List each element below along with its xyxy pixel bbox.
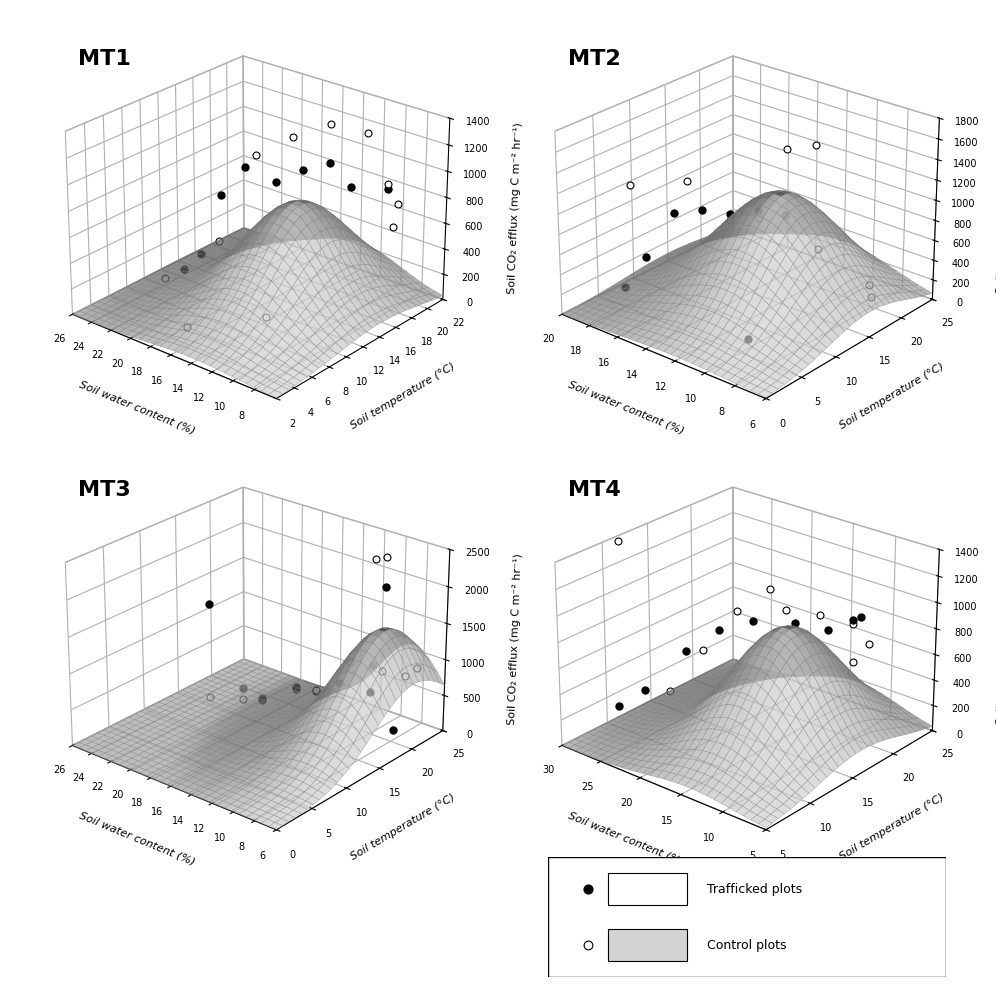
X-axis label: Soil water content (%): Soil water content (%) [78, 811, 196, 867]
Y-axis label: Soil temperature (°C): Soil temperature (°C) [839, 793, 946, 862]
Text: Control plots: Control plots [707, 938, 787, 952]
Text: Trafficked plots: Trafficked plots [707, 882, 803, 896]
Text: MT3: MT3 [79, 481, 131, 500]
Y-axis label: Soil temperature (°C): Soil temperature (°C) [349, 361, 457, 431]
X-axis label: Soil water content (%): Soil water content (%) [567, 811, 686, 867]
Point [580, 881, 596, 897]
X-axis label: Soil water content (%): Soil water content (%) [78, 379, 196, 436]
Y-axis label: Soil temperature (°C): Soil temperature (°C) [349, 793, 457, 862]
Text: MT4: MT4 [568, 481, 621, 500]
X-axis label: Soil water content (%): Soil water content (%) [567, 379, 686, 436]
Text: MT1: MT1 [79, 49, 131, 69]
Bar [608, 873, 687, 905]
FancyBboxPatch shape [548, 857, 946, 977]
Bar [608, 929, 687, 961]
Text: MT2: MT2 [568, 49, 621, 69]
Point [580, 937, 596, 953]
Y-axis label: Soil temperature (°C): Soil temperature (°C) [839, 361, 946, 431]
